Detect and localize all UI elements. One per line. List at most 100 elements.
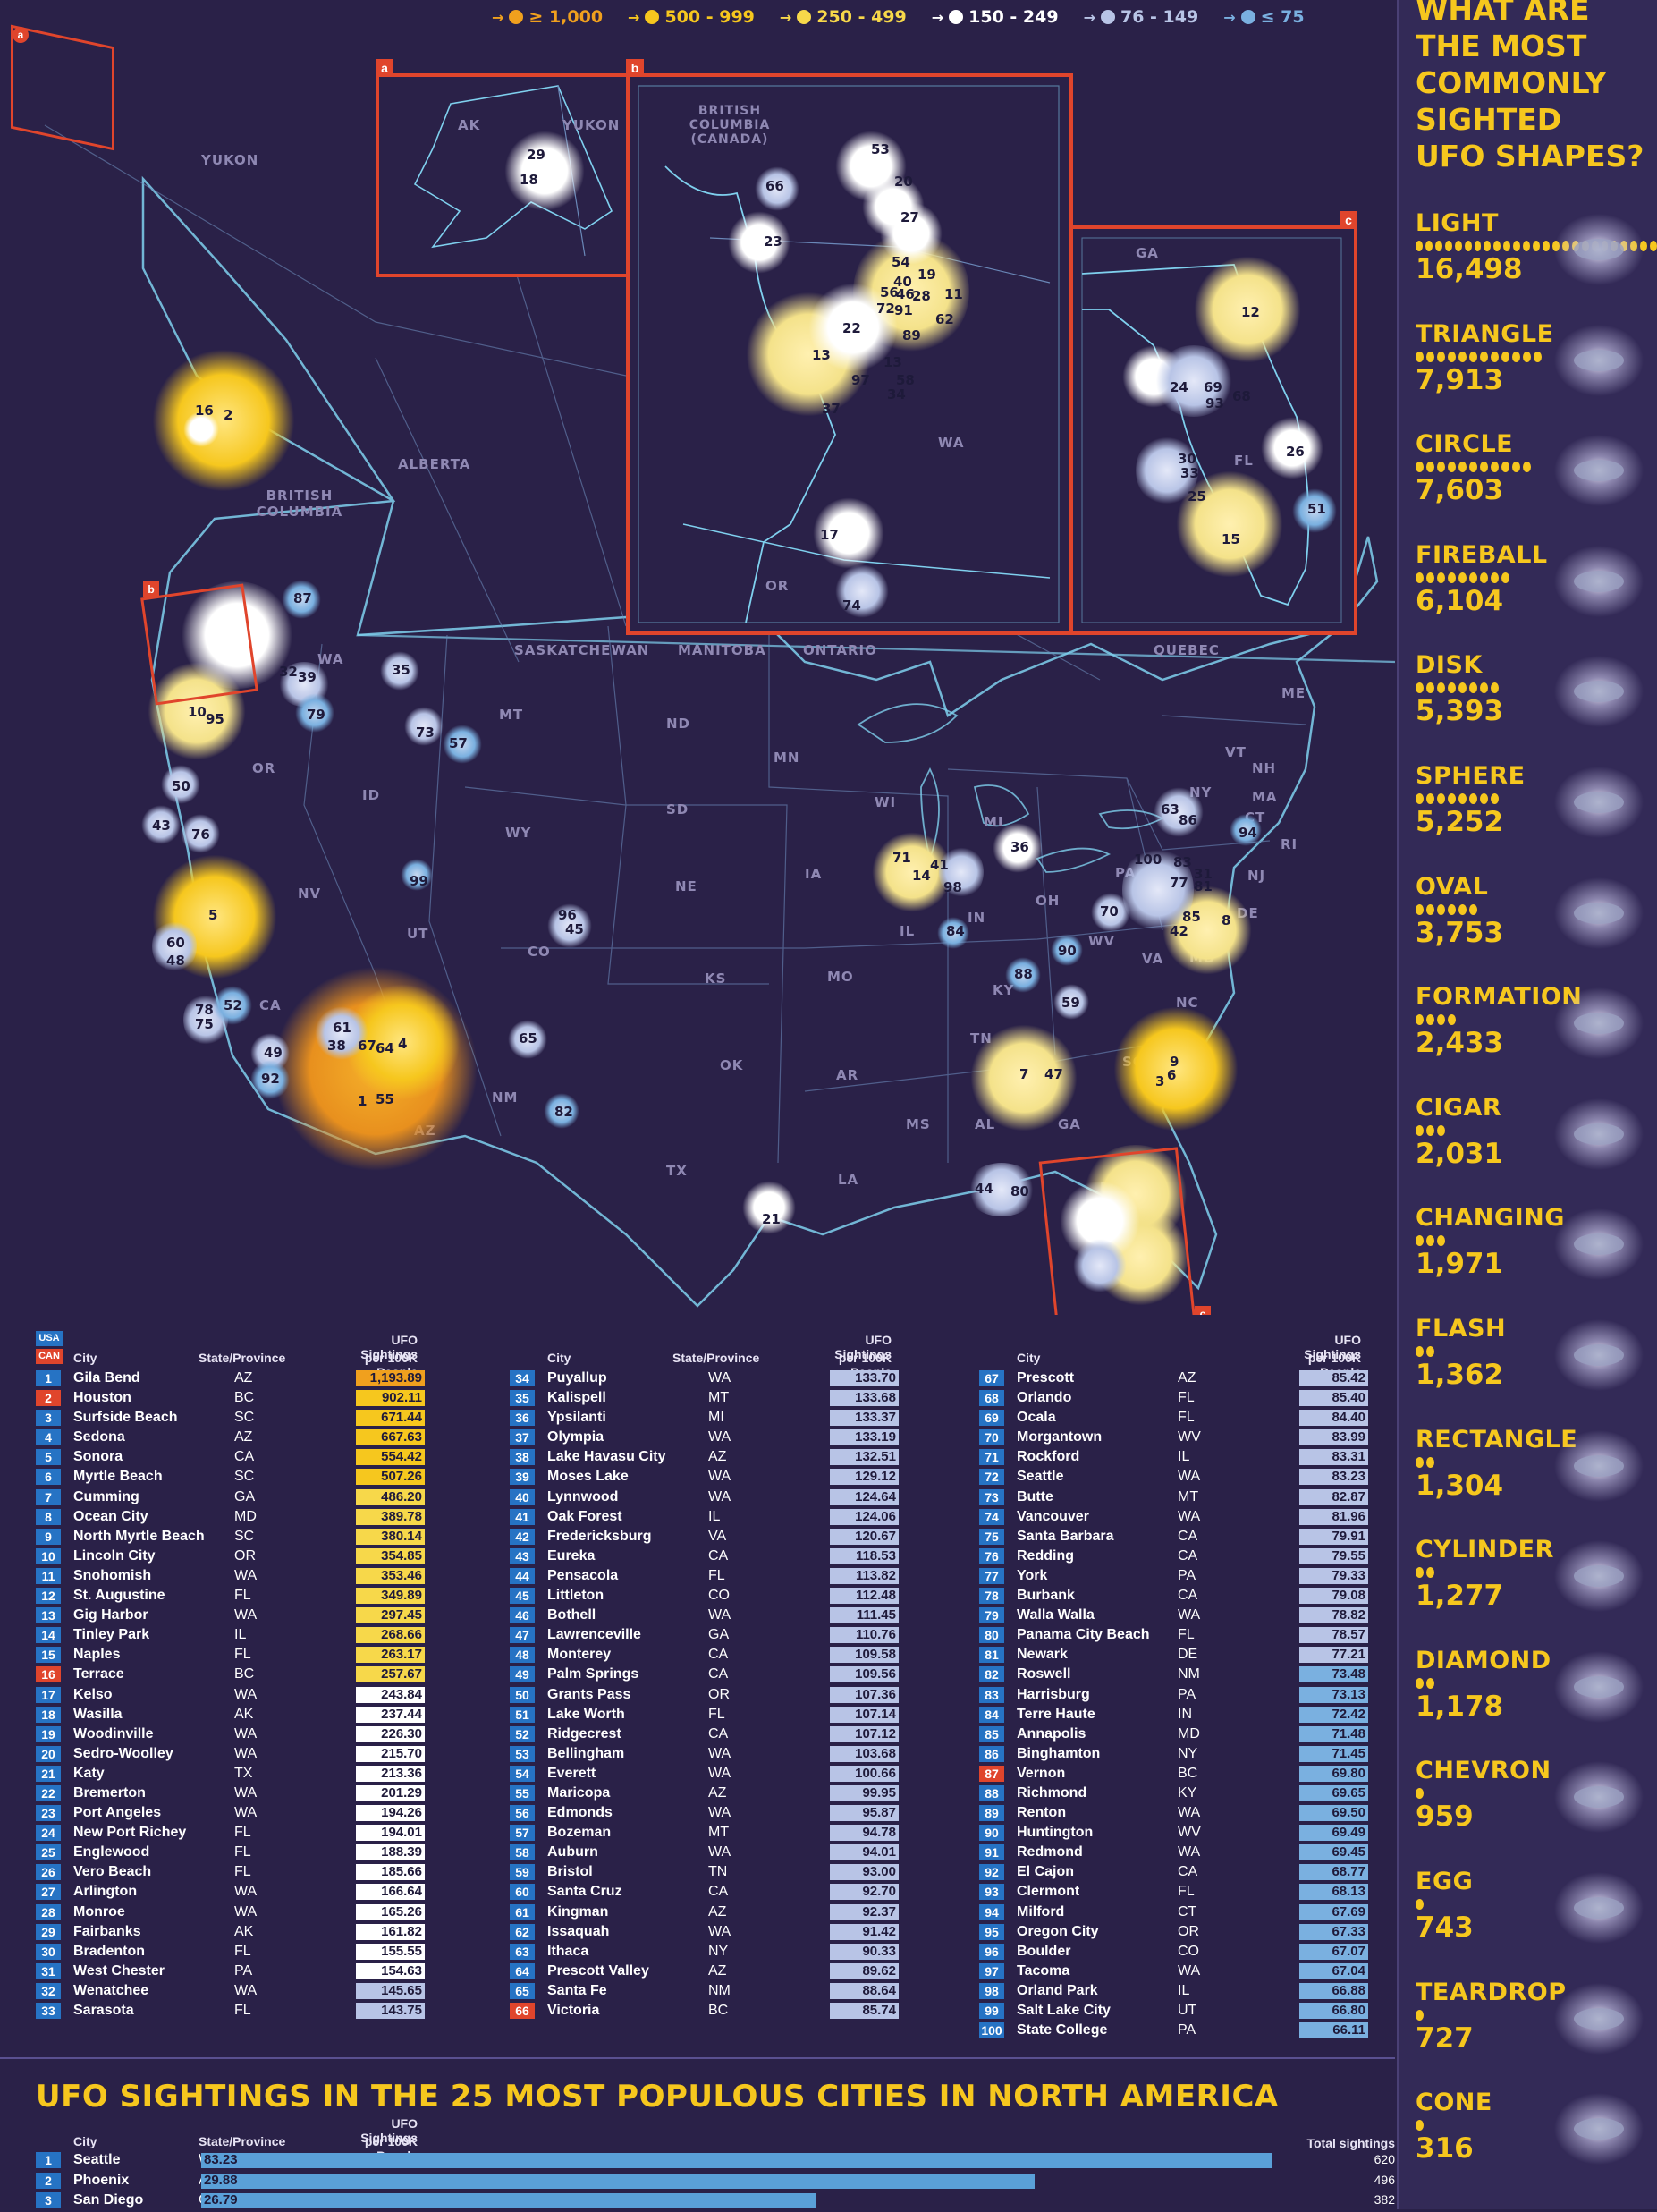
sighting-marker[interactable] bbox=[937, 917, 969, 949]
frequency-dot bbox=[1480, 351, 1488, 362]
sighting-marker[interactable] bbox=[1005, 957, 1041, 993]
shape-name: CHANGING bbox=[1416, 1204, 1565, 1233]
table-row: 47 Lawrenceville GA 110.76 bbox=[510, 1627, 903, 1647]
city-name: Annapolis bbox=[1017, 1725, 1086, 1742]
rank-badge: 83 bbox=[979, 1686, 1004, 1703]
rank-badge: 63 bbox=[510, 1943, 535, 1960]
frequency-dot bbox=[1426, 1235, 1434, 1247]
state-code: VA bbox=[708, 1528, 727, 1544]
sighting-marker[interactable] bbox=[1073, 1239, 1127, 1292]
state-code: CA bbox=[234, 1449, 255, 1465]
sighting-marker[interactable] bbox=[742, 1181, 796, 1234]
sighting-marker[interactable] bbox=[282, 580, 321, 619]
marker-label: 20 bbox=[894, 174, 913, 190]
table-row: 99 Salt Lake City UT 66.80 bbox=[979, 2003, 1373, 2022]
sighting-marker[interactable] bbox=[966, 1163, 1037, 1216]
marker-label: 40 bbox=[893, 274, 912, 290]
sighting-marker[interactable] bbox=[1122, 845, 1194, 935]
sighting-marker[interactable] bbox=[939, 845, 984, 899]
frequency-dot bbox=[1501, 572, 1509, 583]
sighting-marker[interactable] bbox=[404, 707, 444, 746]
rank-badge: 31 bbox=[36, 1962, 61, 1979]
table-row: 13 Gig Harbor WA 297.45 bbox=[36, 1607, 429, 1627]
sighting-marker[interactable] bbox=[152, 920, 197, 973]
sightings-value: 185.66 bbox=[356, 1864, 425, 1881]
city-name: Bristol bbox=[547, 1864, 593, 1880]
city-name: Bozeman bbox=[547, 1825, 612, 1841]
sighting-marker[interactable] bbox=[880, 202, 943, 265]
sighting-marker[interactable] bbox=[295, 693, 334, 733]
sighting-marker[interactable] bbox=[993, 823, 1043, 873]
sighting-marker[interactable] bbox=[1154, 787, 1204, 837]
sightings-value: 77.21 bbox=[1299, 1647, 1368, 1664]
sighting-marker[interactable] bbox=[380, 651, 419, 691]
sightings-value: 69.65 bbox=[1299, 1784, 1368, 1801]
sighting-marker[interactable] bbox=[1230, 814, 1262, 846]
marker-label: 18 bbox=[520, 172, 538, 188]
sighting-marker[interactable] bbox=[728, 211, 790, 274]
frequency-dot bbox=[1542, 241, 1550, 251]
state-code: AZ bbox=[708, 1784, 727, 1801]
table-row: 57 Bozeman MT 94.78 bbox=[510, 1825, 903, 1844]
sighting-marker[interactable] bbox=[547, 903, 592, 948]
sighting-marker[interactable] bbox=[508, 1020, 547, 1059]
marker-label: 3 bbox=[1155, 1073, 1165, 1089]
region-label: AR bbox=[836, 1067, 859, 1083]
marker-label: 54 bbox=[892, 254, 910, 270]
sighting-marker[interactable] bbox=[181, 814, 220, 853]
table-row: 80 Panama City Beach FL 78.57 bbox=[979, 1627, 1373, 1647]
legend-label: 76 - 149 bbox=[1120, 7, 1199, 27]
table-row: 26 Vero Beach FL 185.66 bbox=[36, 1864, 429, 1884]
sighting-marker[interactable] bbox=[443, 725, 482, 764]
sighting-marker[interactable] bbox=[755, 166, 799, 211]
sighting-marker[interactable] bbox=[504, 131, 585, 211]
sighting-marker[interactable] bbox=[835, 564, 889, 618]
sighting-marker[interactable] bbox=[1261, 417, 1323, 479]
sighting-marker[interactable] bbox=[808, 283, 898, 372]
sighting-marker[interactable] bbox=[401, 859, 433, 891]
sighting-marker[interactable] bbox=[1292, 488, 1337, 533]
sighting-marker[interactable] bbox=[213, 986, 252, 1025]
sighting-marker[interactable] bbox=[1194, 256, 1301, 363]
sighting-marker[interactable] bbox=[813, 497, 884, 569]
frequency-dot bbox=[1501, 351, 1509, 362]
shape-frequency-dots bbox=[1416, 2009, 1657, 2021]
region-label: YUKON bbox=[562, 117, 621, 133]
sighting-marker[interactable] bbox=[1154, 345, 1234, 417]
city-name: Pensacola bbox=[547, 1567, 619, 1583]
shape-item: CHEVRON 959 bbox=[1416, 1757, 1657, 1834]
region-label: IA bbox=[805, 866, 823, 882]
sighting-marker[interactable] bbox=[152, 349, 295, 492]
sighting-marker[interactable] bbox=[161, 765, 200, 804]
table-header: City State/Province UFO Sightings per 10… bbox=[36, 1331, 429, 1379]
rank-badge: 61 bbox=[510, 1903, 535, 1920]
header-state: State/Province bbox=[199, 2134, 286, 2148]
sighting-marker[interactable] bbox=[183, 411, 219, 447]
sightings-value: 389.78 bbox=[356, 1508, 425, 1525]
shape-name: EGG bbox=[1416, 1868, 1474, 1895]
marker-label: 94 bbox=[1239, 825, 1257, 841]
table-row: 30 Bradenton FL 155.55 bbox=[36, 1943, 429, 1963]
marker-label: 2 bbox=[224, 407, 233, 423]
sighting-marker[interactable] bbox=[179, 581, 295, 689]
sighting-marker[interactable] bbox=[1113, 1006, 1239, 1131]
rank-badge: 41 bbox=[510, 1508, 535, 1525]
region-label: IN bbox=[968, 910, 986, 926]
city-name: West Chester bbox=[73, 1962, 165, 1979]
frequency-dot bbox=[1416, 1235, 1424, 1247]
rank-badge: 30 bbox=[36, 1943, 61, 1960]
table-row: 12 St. Augustine FL 349.89 bbox=[36, 1588, 429, 1607]
legend-item: → 150 - 249 bbox=[931, 7, 1059, 27]
sighting-marker[interactable] bbox=[250, 1060, 290, 1099]
city-name: Richmond bbox=[1017, 1784, 1087, 1801]
sighting-marker[interactable] bbox=[1053, 984, 1089, 1020]
sightings-value: 69.50 bbox=[1299, 1805, 1368, 1822]
sighting-marker[interactable] bbox=[544, 1093, 579, 1129]
frequency-dot bbox=[1480, 462, 1488, 473]
sighting-marker[interactable] bbox=[1136, 435, 1198, 506]
sighting-marker[interactable] bbox=[141, 805, 181, 844]
sighting-marker[interactable] bbox=[315, 1006, 368, 1060]
sighting-marker[interactable] bbox=[1051, 934, 1083, 966]
sighting-marker[interactable] bbox=[970, 1024, 1078, 1131]
marker-label: 98 bbox=[943, 879, 962, 895]
